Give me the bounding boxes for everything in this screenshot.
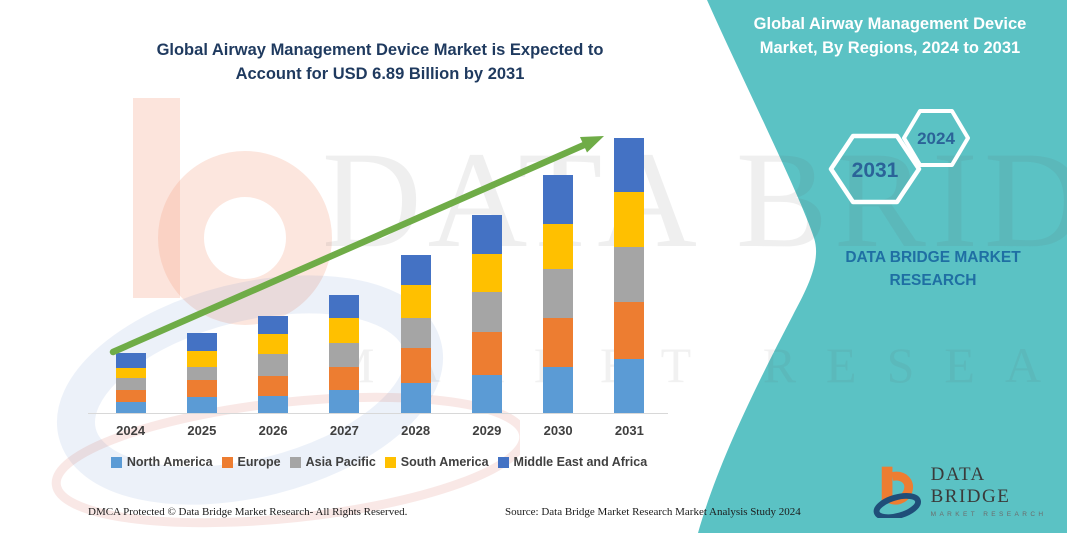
bar-segment (543, 224, 574, 270)
bar-stack-2025 (186, 333, 217, 413)
bar-column-2030 (523, 128, 594, 413)
panel-title: Global Airway Management Device Market, … (753, 15, 1027, 57)
x-axis-label: 2024 (116, 423, 146, 438)
bar-segment (186, 397, 217, 413)
bar-segment (543, 366, 574, 413)
bar-segment (186, 379, 217, 397)
company-logo: DATA BRIDGE MARKET RESEARCH (872, 464, 1067, 518)
legend-label: Asia Pacific (305, 455, 376, 469)
bar-segment (186, 366, 217, 380)
x-axis-line (88, 413, 668, 414)
bar-stack-2030 (543, 175, 574, 413)
bar-segment (329, 317, 360, 343)
bar-column-2031 (594, 128, 665, 413)
x-axis-label: 2031 (614, 423, 644, 438)
bar-segment (258, 395, 289, 413)
footer-dmca-text: DMCA Protected © Data Bridge Market Rese… (88, 506, 408, 518)
legend-swatch (110, 456, 122, 468)
bar-stack-2029 (471, 214, 502, 413)
bar-segment (614, 192, 645, 248)
bar-segment (614, 358, 645, 413)
bar-segment (471, 374, 502, 413)
x-axis-label: 2025 (187, 423, 217, 438)
bar-segment (115, 352, 146, 368)
bar-segment (115, 377, 146, 390)
bar-segment (614, 302, 645, 359)
bar-segment (400, 255, 431, 286)
bar-segment (115, 389, 146, 402)
footer-source-text: Source: Data Bridge Market Research Mark… (505, 506, 801, 518)
x-axis-labels: 2024 2025 2026 2027 2028 2029 2030 2031 (95, 423, 665, 438)
bar-segment (400, 348, 431, 384)
plot-area (95, 128, 665, 413)
bar-segment (258, 316, 289, 335)
bar-column-2026 (238, 128, 309, 413)
bar-column-2028 (380, 128, 451, 413)
legend-label: South America (400, 455, 489, 469)
bar-segment (400, 318, 431, 349)
bar-segment (471, 292, 502, 333)
chart-title: Global Airway Management Device Market i… (156, 41, 604, 83)
legend-label: North America (126, 455, 213, 469)
bar-segment (400, 383, 431, 413)
legend-swatch (384, 456, 396, 468)
legend-item: Asia Pacific (289, 455, 376, 469)
bar-stack-2031 (614, 137, 645, 413)
bar-stack-2024 (115, 352, 146, 413)
x-axis-label: 2026 (258, 423, 288, 438)
bar-column-2027 (309, 128, 380, 413)
legend-item: Middle East and Africa (497, 455, 648, 469)
bar-segment (258, 334, 289, 355)
bar-stack-2027 (329, 294, 360, 413)
legend-label: Europe (237, 455, 281, 469)
legend-item: South America (384, 455, 489, 469)
bar-segment (329, 294, 360, 318)
bar-segment (614, 247, 645, 303)
bar-segment (258, 375, 289, 396)
bar-segment (186, 351, 217, 367)
x-axis-label: 2027 (329, 423, 359, 438)
legend-label: Middle East and Africa (513, 455, 648, 469)
bar-segment (614, 137, 645, 193)
bar-segment (471, 253, 502, 293)
bar-column-2024 (95, 128, 166, 413)
bar-stack-2028 (400, 255, 431, 413)
bar-column-2025 (166, 128, 237, 413)
brand-text: DATA BRIDGE MARKET RESEARCH (845, 249, 1021, 289)
legend-item: Europe (221, 455, 281, 469)
legend-swatch (221, 456, 233, 468)
logo-subtitle: MARKET RESEARCH (930, 511, 1047, 518)
bar-segment (400, 285, 431, 319)
logo-name: DATA BRIDGE (930, 464, 1011, 507)
bar-stack-2026 (258, 316, 289, 413)
bar-segment (258, 354, 289, 376)
bar-segment (543, 318, 574, 367)
bar-segment (115, 401, 146, 413)
bar-segment (543, 269, 574, 319)
bar-segment (471, 214, 502, 254)
legend-swatch (289, 456, 301, 468)
bar-column-2029 (451, 128, 522, 413)
bar-segment (329, 342, 360, 367)
x-axis-label: 2029 (472, 423, 502, 438)
chart-legend: North America Europe Asia Pacific South Ame… (90, 455, 668, 469)
logo-wordmark: DATA BRIDGE MARKET RESEARCH (931, 464, 1067, 518)
data-bridge-logo-icon (873, 466, 921, 518)
x-axis-label: 2028 (401, 423, 431, 438)
bar-segment (186, 333, 217, 352)
bar-segment (543, 175, 574, 225)
bar-segment (471, 332, 502, 375)
bar-segment (115, 367, 146, 378)
legend-item: North America (110, 455, 213, 469)
bar-segment (329, 366, 360, 390)
legend-swatch (497, 456, 509, 468)
bar-segment (329, 389, 360, 413)
x-axis-label: 2030 (543, 423, 573, 438)
